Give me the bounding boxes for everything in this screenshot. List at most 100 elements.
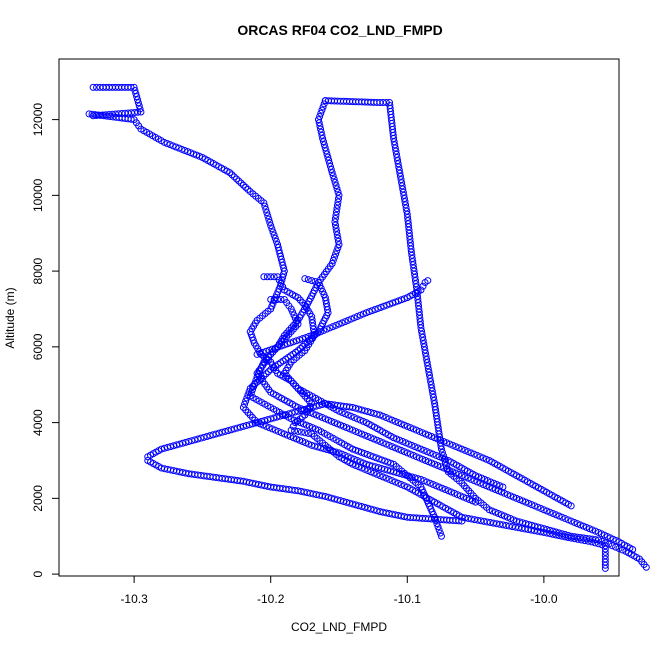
x-axis-label: CO2_LND_FMPD [291, 620, 387, 634]
data-point [405, 440, 413, 448]
data-point [359, 417, 367, 425]
data-point [308, 334, 316, 342]
data-point [390, 468, 398, 476]
data-point [399, 438, 407, 446]
data-point [243, 394, 251, 402]
data-point [400, 195, 408, 203]
data-point [347, 315, 355, 323]
data-point [283, 431, 291, 439]
data-point [601, 548, 609, 556]
data-point [629, 545, 637, 553]
data-point [328, 169, 336, 177]
data-point [516, 518, 524, 526]
data-point [391, 417, 399, 425]
data-point [333, 205, 341, 213]
data-point [429, 393, 437, 401]
data-point [481, 475, 489, 483]
data-point [397, 420, 405, 428]
data-point [267, 366, 275, 374]
data-point [246, 385, 254, 393]
data-point [373, 470, 381, 478]
data-point [334, 244, 342, 252]
data-point [266, 218, 274, 226]
x-tick-label: -10.3 [120, 592, 148, 606]
data-point [352, 462, 360, 470]
data-point [427, 378, 435, 386]
data-point [426, 374, 434, 382]
data-point [437, 532, 445, 540]
data-point [315, 116, 323, 124]
data-point [358, 503, 366, 511]
data-point [301, 275, 309, 283]
data-point [506, 515, 514, 523]
data-point [263, 209, 271, 217]
data-point [612, 543, 620, 551]
data-point [291, 427, 299, 435]
data-point [260, 372, 268, 380]
data-point [367, 409, 375, 416]
data-point [333, 231, 341, 239]
data-point [331, 178, 339, 186]
data-point [564, 516, 572, 524]
data-point [317, 128, 325, 136]
data-point [499, 521, 507, 529]
data-point [179, 439, 187, 447]
data-point [642, 563, 650, 571]
data-point [127, 115, 135, 123]
data-point [386, 300, 394, 308]
data-point [366, 452, 374, 460]
data-point [262, 347, 270, 355]
data-point [297, 428, 305, 436]
data-point [467, 475, 475, 483]
data-point [130, 83, 138, 91]
data-point [397, 176, 405, 184]
data-point [434, 523, 442, 531]
data-point [280, 341, 288, 349]
data-point [290, 416, 298, 424]
data-point [226, 169, 234, 177]
data-point [331, 221, 339, 229]
data-point [157, 445, 165, 453]
data-point [418, 327, 426, 335]
data-point [601, 542, 609, 550]
data-point [419, 333, 427, 341]
data-point [267, 273, 275, 281]
data-point [441, 455, 449, 463]
data-point [391, 144, 399, 152]
data-point [434, 435, 442, 443]
data-point [436, 529, 444, 537]
data-point [502, 521, 510, 529]
data-point [212, 430, 220, 438]
data-point [435, 453, 443, 461]
data-point [326, 162, 334, 170]
data-point [364, 408, 372, 416]
data-point [409, 451, 417, 459]
data-point [524, 526, 532, 534]
data-point [506, 492, 514, 500]
data-point [330, 175, 338, 183]
data-point [377, 303, 385, 311]
data-point [392, 147, 400, 155]
data-point [259, 348, 267, 356]
data-point [527, 526, 535, 534]
data-point [601, 539, 609, 547]
data-point [601, 561, 609, 569]
data-point [429, 480, 437, 488]
data-point [320, 100, 328, 108]
data-point [398, 179, 406, 187]
data-point [434, 462, 442, 470]
data-point [349, 403, 357, 411]
data-point [395, 297, 403, 305]
data-point [399, 188, 407, 196]
data-point [324, 493, 332, 501]
data-point [296, 345, 304, 353]
data-point [251, 380, 259, 388]
data-point [332, 250, 340, 258]
data-point [289, 338, 297, 346]
data-point [423, 448, 431, 456]
data-point [591, 536, 599, 544]
data-point [493, 480, 501, 488]
data-point [299, 335, 307, 343]
data-point [329, 256, 337, 264]
